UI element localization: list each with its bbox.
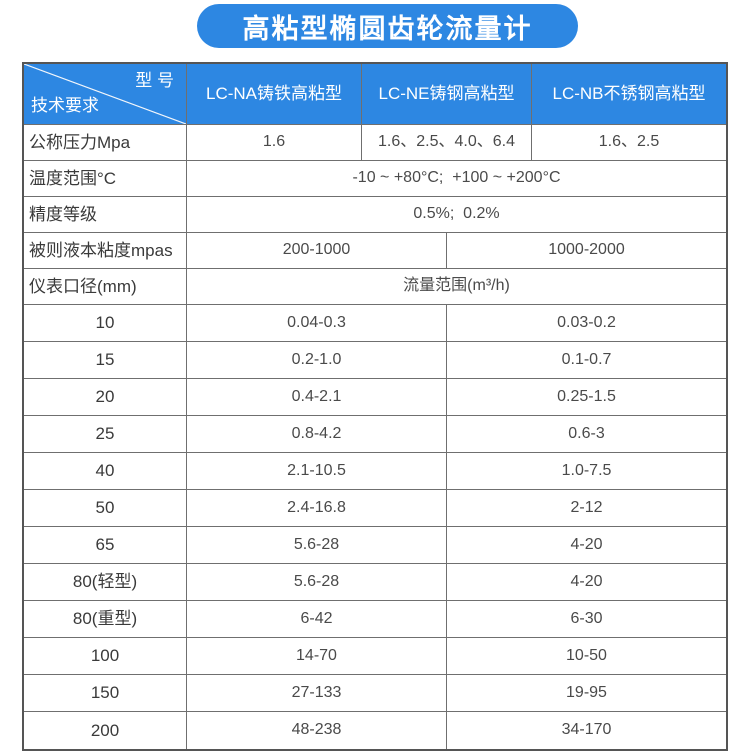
- flow-low: 27-133: [187, 675, 447, 712]
- page-title: 高粘型椭圆齿轮流量计: [242, 13, 533, 44]
- size-label: 80(重型): [24, 601, 187, 638]
- column-header-lc-ne: LC-NE铸钢高粘型: [362, 64, 532, 125]
- flow-low: 6-42: [187, 601, 447, 638]
- flow-high: 0.6-3: [447, 416, 726, 453]
- size-label: 65: [24, 527, 187, 564]
- flow-low: 2.4-16.8: [187, 490, 447, 527]
- title-banner: 高粘型椭圆齿轮流量计: [197, 4, 578, 48]
- flow-high: 0.03-0.2: [447, 305, 726, 342]
- row-label-accuracy: 精度等级: [24, 197, 187, 233]
- flow-high: 34-170: [561, 721, 612, 739]
- size-label: 200: [24, 712, 187, 749]
- viscosity-low: 200-1000: [187, 233, 447, 269]
- row-label-pressure: 公称压力Mpa: [24, 125, 187, 161]
- column-header-lc-nb: LC-NB不锈钢高粘型: [532, 64, 726, 125]
- flow-low: 5.6-28: [187, 527, 447, 564]
- size-label: 50: [24, 490, 187, 527]
- corner-label-requirements: 技术要求: [31, 96, 99, 116]
- flow-low: 14-70: [187, 638, 447, 675]
- flow-high: 6-30: [447, 601, 726, 638]
- corner-cell: 型 号 技术要求: [24, 64, 187, 125]
- corner-label-model: 型 号: [135, 71, 174, 90]
- row-label-diameter: 仪表口径(mm): [24, 269, 187, 305]
- size-label: 150: [24, 675, 187, 712]
- size-label: 20: [24, 379, 187, 416]
- pressure-lc-nb: 1.6、2.5: [532, 125, 726, 161]
- size-label: 25: [24, 416, 187, 453]
- flow-low: 5.6-28: [187, 564, 447, 601]
- flow-range-header: 流量范围(m³/h): [187, 269, 726, 305]
- viscosity-high: 1000-2000: [447, 233, 726, 269]
- flow-low: 0.04-0.3: [187, 305, 447, 342]
- pressure-lc-ne: 1.6、2.5、4.0、6.4: [362, 125, 532, 161]
- row-label-viscosity: 被则液本粘度mpas: [24, 233, 187, 269]
- flow-low: 2.1-10.5: [187, 453, 447, 490]
- row-label-temperature: 温度范围°C: [24, 161, 187, 197]
- diagonal-divider-icon: [24, 64, 186, 124]
- spec-table: 型 号 技术要求 LC-NA铸铁高粘型 LC-NE铸钢高粘型 LC-NB不锈钢高…: [22, 62, 728, 751]
- flow-high: 19-95: [447, 675, 726, 712]
- column-header-lc-na: LC-NA铸铁高粘型: [187, 64, 362, 125]
- flow-high: 1.0-7.5: [447, 453, 726, 490]
- flow-low: 0.8-4.2: [187, 416, 447, 453]
- flow-low: 0.2-1.0: [187, 342, 447, 379]
- size-label: 80(轻型): [24, 564, 187, 601]
- accuracy-grade: 0.5%; 0.2%: [187, 197, 726, 233]
- size-label: 100: [24, 638, 187, 675]
- flow-high: 0.1-0.7: [447, 342, 726, 379]
- flow-high: 0.25-1.5: [447, 379, 726, 416]
- flow-high: 4-20: [447, 564, 726, 601]
- flow-high: 10-50: [447, 638, 726, 675]
- temperature-range: -10 ~ +80°C; +100 ~ +200°C: [187, 161, 726, 197]
- flow-high: 4-20: [447, 527, 726, 564]
- flow-low: 48-238: [187, 712, 447, 749]
- size-label: 10: [24, 305, 187, 342]
- flow-high: 2-12: [447, 490, 726, 527]
- size-label: 40: [24, 453, 187, 490]
- pressure-lc-na: 1.6: [187, 125, 362, 161]
- flow-low: 0.4-2.1: [187, 379, 447, 416]
- size-label: 15: [24, 342, 187, 379]
